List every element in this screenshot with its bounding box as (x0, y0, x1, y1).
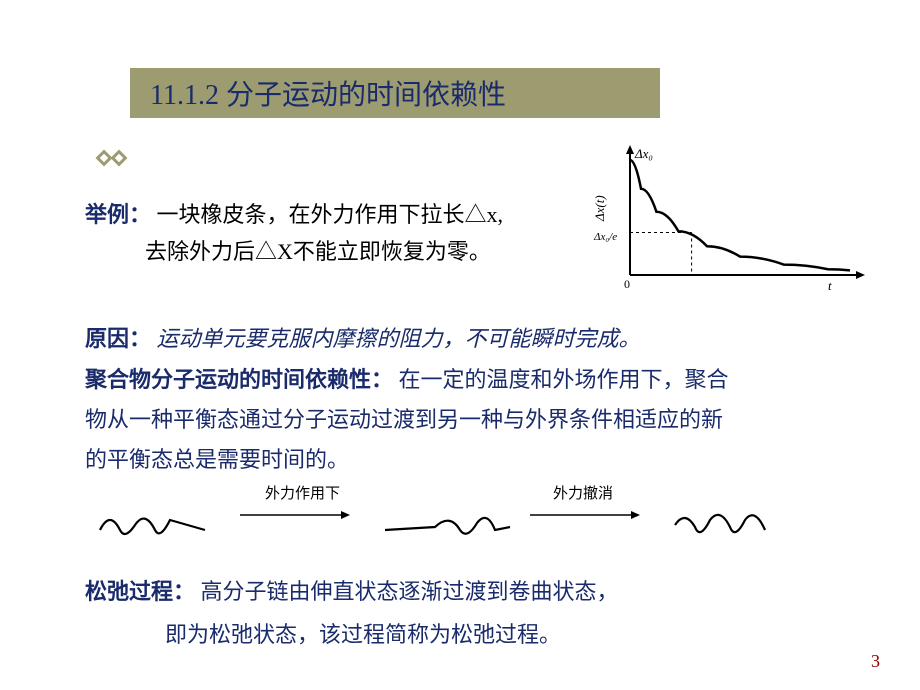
example-line-1: 举例： 一块橡皮条，在外力作用下拉长△x, (85, 195, 525, 235)
page-number: 3 (871, 651, 880, 672)
svg-text:Δx(t): Δx(t) (592, 195, 607, 222)
polymer-chain-diagram (95, 505, 865, 545)
section-title: 11.1.2 分子运动的时间依赖性 (150, 73, 506, 113)
relax-text-2: 即为松弛状态，该过程简称为松弛过程。 (165, 615, 865, 655)
decay-graph: Δx₀ Δx(t) Δx₀/e 0 t (590, 140, 870, 300)
relax-line-1: 松弛过程： 高分子链由伸直状态逐渐过渡到卷曲状态， (85, 572, 885, 612)
example-text-2: 去除外力后△X不能立即恢复为零。 (145, 232, 565, 272)
dependency-text-3: 的平衡态总是需要时间的。 (85, 440, 885, 480)
reason-line: 原因： 运动单元要克服内摩擦的阻力，不可能瞬时完成。 (85, 319, 845, 359)
dependency-line-1: 聚合物分子运动的时间依赖性： 在一定的温度和外场作用下，聚合 (85, 360, 885, 400)
dependency-label: 聚合物分子运动的时间依赖性： (85, 367, 393, 392)
example-text-1: 一块橡皮条，在外力作用下拉长△x, (157, 202, 504, 227)
relax-text-1: 高分子链由伸直状态逐渐过渡到卷曲状态， (201, 579, 619, 604)
svg-text:0: 0 (624, 277, 630, 291)
section-title-bar: 11.1.2 分子运动的时间依赖性 (130, 68, 660, 118)
dependency-text-2: 物从一种平衡态通过分子运动过渡到另一种与外界条件相适应的新 (85, 400, 885, 440)
svg-text:Δx₀: Δx₀ (634, 146, 653, 161)
svg-text:t: t (828, 278, 832, 293)
reason-text: 运动单元要克服内摩擦的阻力，不可能瞬时完成。 (157, 326, 641, 351)
bullet-decoration (111, 150, 128, 167)
example-label: 举例： (85, 202, 151, 227)
svg-text:Δx₀/e: Δx₀/e (593, 231, 617, 243)
relax-label: 松弛过程： (85, 579, 195, 604)
reason-label: 原因： (85, 326, 151, 351)
arrow-label-2: 外力撤消 (553, 482, 613, 503)
dependency-text-1: 在一定的温度和外场作用下，聚合 (399, 367, 729, 392)
arrow-label-1: 外力作用下 (265, 482, 340, 503)
